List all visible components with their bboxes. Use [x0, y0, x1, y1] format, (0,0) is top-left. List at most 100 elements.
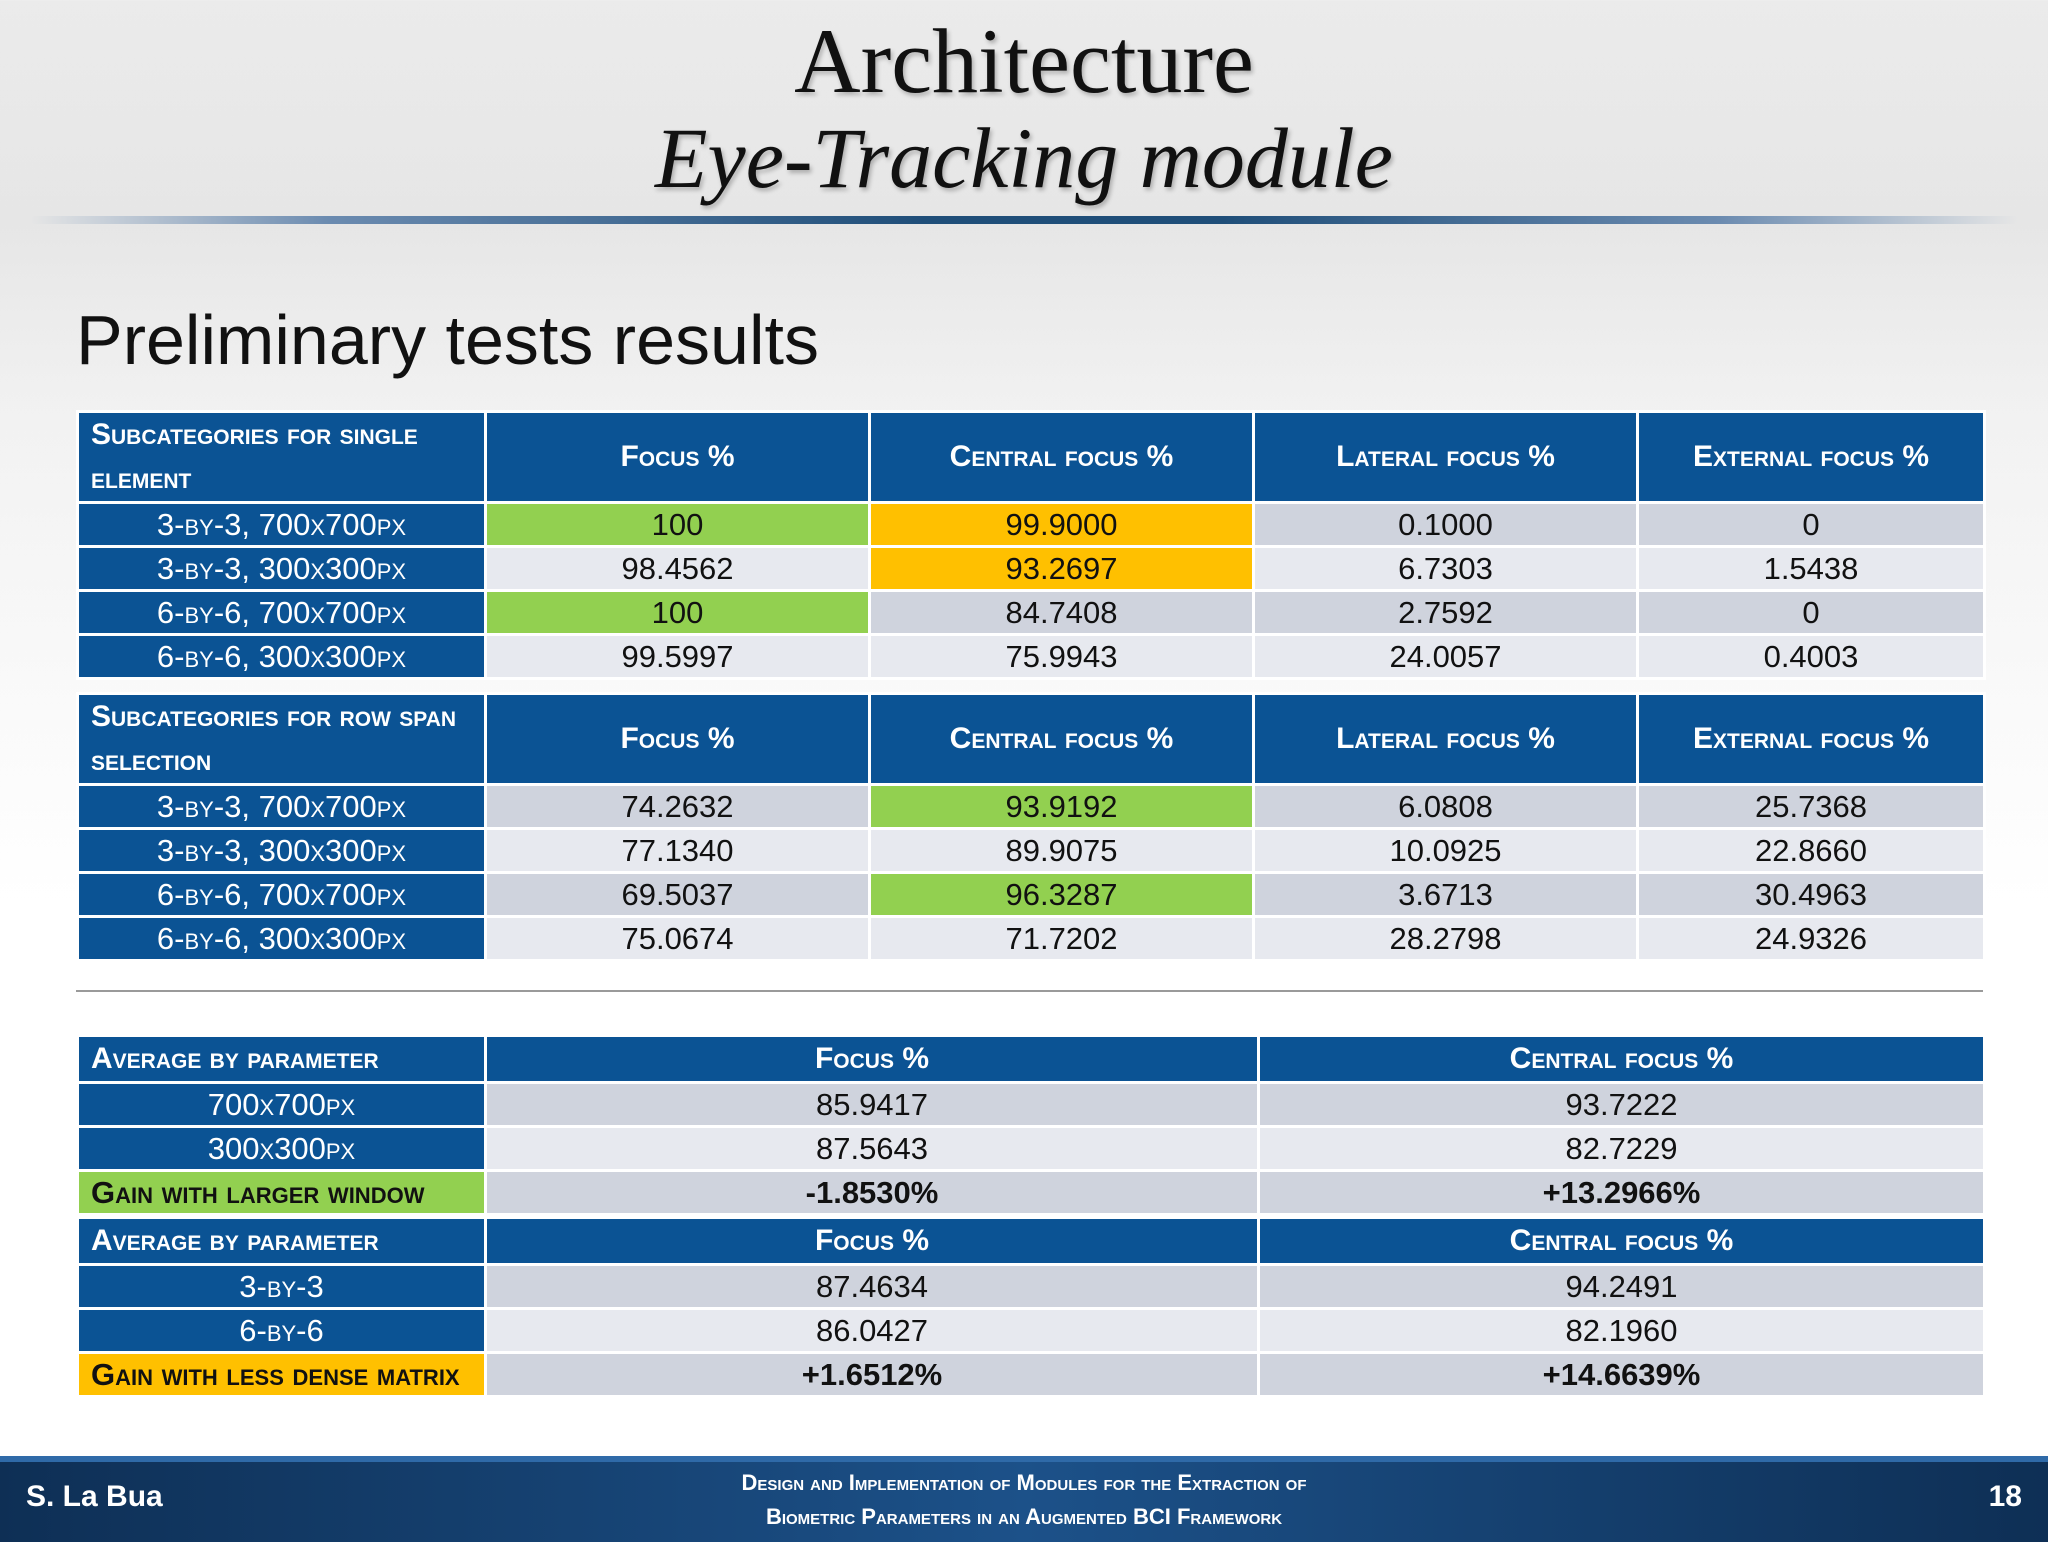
- slide-footer: S. La Bua Design and Implementation of M…: [0, 1456, 2048, 1542]
- cell-central-focus: 99.9000: [868, 501, 1255, 548]
- cell-central-focus: 93.9192: [868, 783, 1255, 830]
- header-external-focus: External focus %: [1636, 410, 1986, 504]
- table-row: 3-by-3 87.4634 94.2491: [76, 1263, 1986, 1310]
- cell-external-focus: 25.7368: [1636, 783, 1986, 830]
- footer-title-line-2: Biometric Parameters in an Augmented BCI…: [765, 1504, 1283, 1529]
- cell-lateral-focus: 24.0057: [1252, 633, 1639, 680]
- row-label: 3-by-3: [76, 1263, 487, 1310]
- header-lateral-focus: Lateral focus %: [1252, 692, 1639, 786]
- cell-central-focus: 93.7222: [1257, 1081, 1986, 1128]
- row-label: 6-by-6, 300x300px: [76, 633, 487, 680]
- cell-focus: 98.4562: [484, 545, 871, 592]
- footer-title-line-1: Design and Implementation of Modules for…: [741, 1470, 1307, 1495]
- table-row: 700x700px 85.9417 93.7222: [76, 1081, 1986, 1128]
- table-row: 3-by-3, 700x700px 100 99.9000 0.1000 0: [76, 501, 1986, 548]
- row-label: 6-by-6: [76, 1307, 487, 1354]
- cell-central-focus: 71.7202: [868, 915, 1255, 962]
- gain-focus: +1.6512%: [484, 1351, 1260, 1398]
- table-header-row: Subcategories for single element Focus %…: [76, 410, 1986, 504]
- section-divider: [76, 990, 1983, 992]
- header-central-focus: Central focus %: [868, 410, 1255, 504]
- single-element-table: Subcategories for single element Focus %…: [76, 410, 1986, 680]
- gain-label: Gain with larger window: [76, 1169, 487, 1216]
- gain-row: Gain with less dense matrix +1.6512% +14…: [76, 1351, 1986, 1398]
- table-header-row: Average by parameter Focus % Central foc…: [76, 1216, 1986, 1266]
- table-row: 6-by-6 86.0427 82.1960: [76, 1307, 1986, 1354]
- cell-central-focus: 94.2491: [1257, 1263, 1986, 1310]
- row-label: 700x700px: [76, 1081, 487, 1128]
- average-matrix-table: Average by parameter Focus % Central foc…: [76, 1216, 1986, 1398]
- row-span-table: Subcategories for row span selection Foc…: [76, 692, 1986, 962]
- table-row: 6-by-6, 300x300px 75.0674 71.7202 28.279…: [76, 915, 1986, 962]
- gain-row: Gain with larger window -1.8530% +13.296…: [76, 1169, 1986, 1216]
- cell-central-focus: 75.9943: [868, 633, 1255, 680]
- cell-central-focus: 93.2697: [868, 545, 1255, 592]
- table-row: 3-by-3, 300x300px 98.4562 93.2697 6.7303…: [76, 545, 1986, 592]
- table-row: 3-by-3, 700x700px 74.2632 93.9192 6.0808…: [76, 783, 1986, 830]
- cell-focus: 69.5037: [484, 871, 871, 918]
- section-heading: Preliminary tests results: [76, 301, 819, 379]
- header-subcategory: Subcategories for row span selection: [76, 692, 487, 786]
- header-central-focus: Central focus %: [1257, 1034, 1986, 1084]
- cell-focus: 99.5997: [484, 633, 871, 680]
- table-header-row: Subcategories for row span selection Foc…: [76, 692, 1986, 786]
- cell-focus: 85.9417: [484, 1081, 1260, 1128]
- cell-lateral-focus: 6.7303: [1252, 545, 1639, 592]
- header-average-parameter: Average by parameter: [76, 1034, 487, 1084]
- slide-title: Architecture: [794, 10, 1254, 112]
- row-label: 3-by-3, 300x300px: [76, 827, 487, 874]
- header-focus: Focus %: [484, 410, 871, 504]
- cell-focus: 86.0427: [484, 1307, 1260, 1354]
- cell-external-focus: 1.5438: [1636, 545, 1986, 592]
- gain-central-focus: +13.2966%: [1257, 1169, 1986, 1216]
- cell-central-focus: 89.9075: [868, 827, 1255, 874]
- table-row: 6-by-6, 300x300px 99.5997 75.9943 24.005…: [76, 633, 1986, 680]
- cell-lateral-focus: 6.0808: [1252, 783, 1639, 830]
- header-subcategory: Subcategories for single element: [76, 410, 487, 504]
- gain-central-focus: +14.6639%: [1257, 1351, 1986, 1398]
- gain-focus: -1.8530%: [484, 1169, 1260, 1216]
- cell-lateral-focus: 3.6713: [1252, 871, 1639, 918]
- slide-subtitle-italic: Eye-Tracking module: [655, 110, 1393, 206]
- cell-focus: 100: [484, 501, 871, 548]
- cell-lateral-focus: 0.1000: [1252, 501, 1639, 548]
- table-row: 6-by-6, 700x700px 100 84.7408 2.7592 0: [76, 589, 1986, 636]
- cell-focus: 77.1340: [484, 827, 871, 874]
- header-focus: Focus %: [484, 692, 871, 786]
- header-focus: Focus %: [484, 1216, 1260, 1266]
- average-window-table: Average by parameter Focus % Central foc…: [76, 1034, 1986, 1216]
- cell-central-focus: 82.1960: [1257, 1307, 1986, 1354]
- cell-lateral-focus: 2.7592: [1252, 589, 1639, 636]
- cell-external-focus: 0.4003: [1636, 633, 1986, 680]
- cell-central-focus: 82.7229: [1257, 1125, 1986, 1172]
- cell-external-focus: 0: [1636, 589, 1986, 636]
- cell-lateral-focus: 28.2798: [1252, 915, 1639, 962]
- title-divider: [30, 216, 2018, 224]
- row-label: 3-by-3, 300x300px: [76, 545, 487, 592]
- row-label: 6-by-6, 300x300px: [76, 915, 487, 962]
- slide-title-block: Architecture Eye-Tracking module: [0, 0, 2048, 230]
- gain-label: Gain with less dense matrix: [76, 1351, 487, 1398]
- cell-focus: 87.5643: [484, 1125, 1260, 1172]
- table-header-row: Average by parameter Focus % Central foc…: [76, 1034, 1986, 1084]
- row-label: 3-by-3, 700x700px: [76, 501, 487, 548]
- cell-external-focus: 22.8660: [1636, 827, 1986, 874]
- table-row: 3-by-3, 300x300px 77.1340 89.9075 10.092…: [76, 827, 1986, 874]
- cell-external-focus: 0: [1636, 501, 1986, 548]
- cell-focus: 74.2632: [484, 783, 871, 830]
- header-focus: Focus %: [484, 1034, 1260, 1084]
- header-central-focus: Central focus %: [1257, 1216, 1986, 1266]
- header-lateral-focus: Lateral focus %: [1252, 410, 1639, 504]
- cell-central-focus: 84.7408: [868, 589, 1255, 636]
- footer-presentation-title: Design and Implementation of Modules for…: [524, 1466, 1524, 1534]
- cell-focus: 87.4634: [484, 1263, 1260, 1310]
- row-label: 3-by-3, 700x700px: [76, 783, 487, 830]
- cell-lateral-focus: 10.0925: [1252, 827, 1639, 874]
- page-number: 18: [1988, 1480, 2022, 1513]
- header-external-focus: External focus %: [1636, 692, 1986, 786]
- table-row: 6-by-6, 700x700px 69.5037 96.3287 3.6713…: [76, 871, 1986, 918]
- table-row: 300x300px 87.5643 82.7229: [76, 1125, 1986, 1172]
- cell-external-focus: 30.4963: [1636, 871, 1986, 918]
- footer-author: S. La Bua: [26, 1480, 163, 1513]
- cell-external-focus: 24.9326: [1636, 915, 1986, 962]
